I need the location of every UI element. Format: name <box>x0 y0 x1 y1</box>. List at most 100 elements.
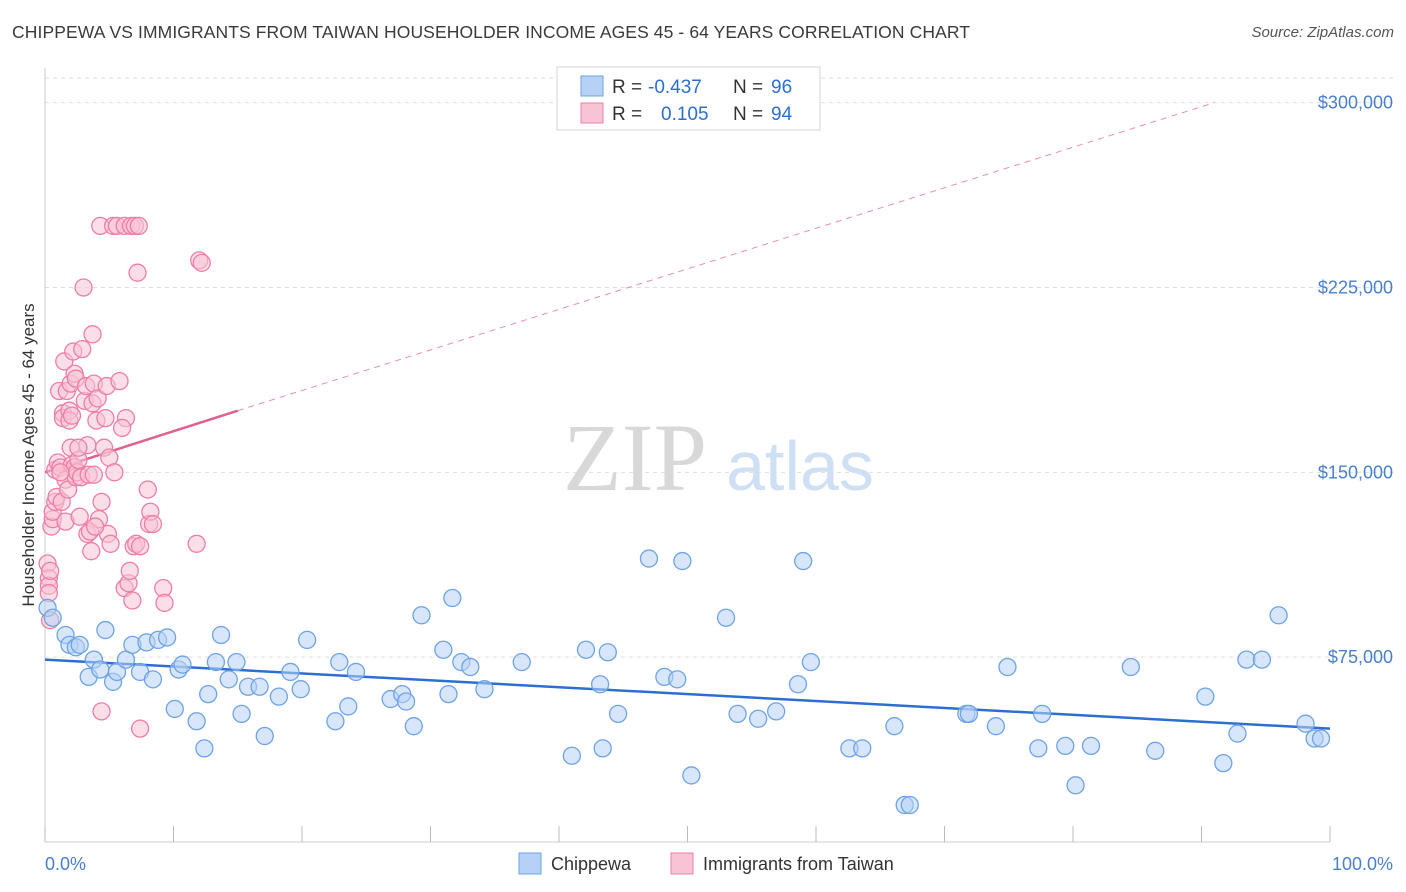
chippewa-point-43 <box>396 692 416 711</box>
taiwan-point-64 <box>110 371 129 391</box>
chippewa-point-32 <box>255 726 274 746</box>
legend-r-label-2: R = <box>612 104 642 125</box>
chippewa-point-16 <box>143 670 163 689</box>
taiwan-point-35 <box>70 507 89 526</box>
chippewa-point-11 <box>107 662 127 682</box>
taiwan-point-55 <box>92 702 111 721</box>
chippewa-point-86 <box>1214 753 1233 773</box>
chippewa-point-23 <box>195 739 214 758</box>
taiwan-point-86 <box>192 253 211 272</box>
chippewa-point-84 <box>1146 741 1165 760</box>
taiwan-point-93 <box>123 591 142 610</box>
chippewa-point-95 <box>794 551 813 571</box>
taiwan-point-83 <box>155 593 174 613</box>
taiwan-point-90 <box>85 517 105 536</box>
chippewa-point-88 <box>1237 650 1256 669</box>
x-tick-right: 100.0% <box>1332 854 1393 874</box>
legend-n-value-2: 94 <box>771 104 793 125</box>
taiwan-point-74 <box>128 263 147 282</box>
chippewa-point-9 <box>96 620 115 640</box>
chippewa-point-18 <box>157 628 177 647</box>
watermark-zip: ZIP <box>563 404 707 511</box>
taiwan-point-78 <box>138 480 157 499</box>
chippewa-point-5 <box>70 635 89 654</box>
x-tick-labels: 0.0% 100.0% <box>45 854 1393 874</box>
taiwan-point-87 <box>40 561 60 581</box>
chippewa-point-58 <box>608 704 628 723</box>
chippewa-point-55 <box>590 675 610 694</box>
chippewa-point-37 <box>326 712 345 731</box>
chippewa-point-66 <box>767 702 786 721</box>
x-tick-left: 0.0% <box>45 854 86 874</box>
chippewa-point-33 <box>269 687 289 706</box>
bottom-legend-swatch-blue <box>518 852 542 875</box>
chippewa-point-75 <box>959 704 979 723</box>
chippewa-point-68 <box>801 652 821 672</box>
chippewa-point-85 <box>1196 687 1215 706</box>
chippewa-point-82 <box>1081 736 1101 756</box>
chippewa-point-31 <box>250 677 269 696</box>
series-chippewa-points <box>38 549 1331 815</box>
chippewa-point-38 <box>330 652 349 672</box>
chippewa-point-94 <box>639 549 659 568</box>
y-tick-label-0: $75,000 <box>1328 647 1393 667</box>
chippewa-point-70 <box>853 739 872 758</box>
chippewa-point-71 <box>885 717 904 736</box>
chippewa-point-67 <box>788 675 808 694</box>
watermark-atlas: atlas <box>726 427 874 505</box>
chippewa-point-52 <box>512 652 531 672</box>
y-tick-labels: $75,000 $150,000 $225,000 $300,000 <box>1318 93 1393 668</box>
chippewa-point-79 <box>1033 704 1052 723</box>
legend-swatch-pink <box>580 102 604 124</box>
chippewa-point-22 <box>187 712 206 731</box>
chippewa-point-21 <box>173 655 192 674</box>
legend-r-label-1: R = <box>612 77 642 98</box>
chippewa-point-40 <box>346 662 366 682</box>
chippewa-point-91 <box>1296 714 1315 733</box>
taiwan-point-75 <box>129 216 148 236</box>
chart-title: CHIPPEWA VS IMMIGRANTS FROM TAIWAN HOUSE… <box>12 22 971 42</box>
chippewa-point-8 <box>91 660 110 679</box>
chippewa-point-46 <box>434 640 453 659</box>
chippewa-point-34 <box>281 662 300 682</box>
chippewa-point-19 <box>165 699 184 719</box>
taiwan-point-46 <box>83 325 102 344</box>
bottom-legend-taiwan: Immigrants from Taiwan <box>703 854 894 874</box>
taiwan-point-37 <box>73 339 92 359</box>
taiwan-point-69 <box>120 561 139 581</box>
chippewa-point-48 <box>443 588 462 608</box>
chippewa-point-61 <box>673 551 692 571</box>
taiwan-point-45 <box>82 542 101 561</box>
chippewa-point-54 <box>576 640 596 659</box>
trend-line-taiwan-extension <box>237 102 1215 412</box>
taiwan-point-38 <box>74 278 93 297</box>
chippewa-point-36 <box>297 630 317 650</box>
y-tick-label-2: $225,000 <box>1318 277 1393 297</box>
chippewa-point-62 <box>682 766 701 785</box>
legend-swatch-blue <box>580 75 604 97</box>
taiwan-point-61 <box>101 534 120 553</box>
series-legend: Chippewa Immigrants from Taiwan <box>518 852 894 875</box>
taiwan-point-57 <box>96 408 115 428</box>
taiwan-point-89 <box>69 438 88 457</box>
chippewa-point-83 <box>1121 657 1140 677</box>
chippewa-point-56 <box>593 739 612 758</box>
chippewa-point-89 <box>1252 650 1272 669</box>
bottom-legend-swatch-pink <box>670 852 694 875</box>
chippewa-point-64 <box>728 704 747 723</box>
chippewa-point-45 <box>412 606 431 625</box>
taiwan-point-76 <box>130 537 150 556</box>
chippewa-point-65 <box>749 709 768 728</box>
taiwan-point-81 <box>143 514 163 534</box>
legend-r-value-1: -0.437 <box>648 77 702 98</box>
chippewa-point-77 <box>998 657 1017 677</box>
watermark: ZIP atlas <box>563 404 874 511</box>
chippewa-point-26 <box>211 625 231 645</box>
legend-r-value-2: 0.105 <box>661 104 709 125</box>
trend-line-chippewa <box>44 658 1331 730</box>
chippewa-point-80 <box>1056 736 1075 756</box>
chippewa-point-87 <box>1228 724 1247 743</box>
chippewa-point-93 <box>1311 729 1331 748</box>
source-label: Source: ZipAtlas.com <box>1251 24 1394 41</box>
chippewa-point-57 <box>598 643 617 662</box>
